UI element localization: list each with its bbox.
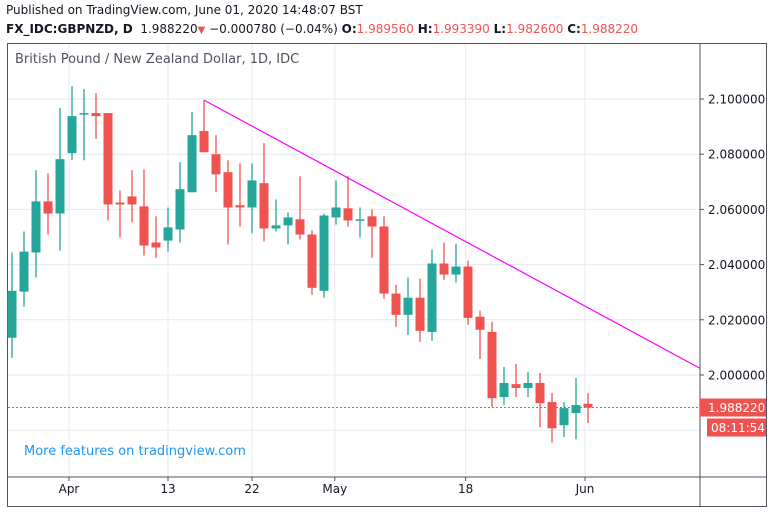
open-label: O: xyxy=(341,22,357,36)
countdown-tag: 08:11:54 xyxy=(711,421,765,435)
candle-up xyxy=(559,408,569,426)
x-tick-label: Apr xyxy=(59,482,80,496)
candle-up xyxy=(283,217,293,226)
close-label: C: xyxy=(567,22,581,36)
candle-up xyxy=(7,290,17,338)
candle-down xyxy=(379,226,389,294)
candle-up xyxy=(19,251,29,292)
candle-up xyxy=(499,383,509,398)
triangle-down-icon: ▼ xyxy=(197,25,206,36)
candle-down xyxy=(259,183,269,229)
candle-down xyxy=(115,202,125,205)
candle-up xyxy=(523,383,533,388)
candle-down xyxy=(199,131,209,153)
candle-down xyxy=(103,113,113,205)
candle-up xyxy=(271,225,281,229)
y-tick-label: 2.040000 xyxy=(708,258,765,272)
published-line: Published on TradingView.com, June 01, 2… xyxy=(6,3,363,17)
chart-legend: British Pound / New Zealand Dollar, 1D, … xyxy=(15,52,300,67)
candle-up xyxy=(571,405,581,414)
candle-down xyxy=(547,402,557,429)
low-label: L: xyxy=(493,22,507,36)
candle-down xyxy=(367,216,377,227)
candle-down xyxy=(343,208,353,221)
open-value: 1.989560 xyxy=(356,22,414,36)
candle-down xyxy=(535,383,545,404)
low-value: 1.982600 xyxy=(506,22,564,36)
high-value: 1.993390 xyxy=(432,22,490,36)
last-price: 1.988220 xyxy=(140,22,198,36)
candle-down xyxy=(439,263,449,275)
candle-down xyxy=(211,154,221,175)
candle-up xyxy=(355,219,365,221)
trendline xyxy=(203,99,700,369)
candle-down xyxy=(463,266,473,318)
y-tick-label: 2.060000 xyxy=(708,203,765,217)
x-tick-label: 22 xyxy=(244,482,259,496)
candle-down xyxy=(295,219,305,235)
candle-down xyxy=(511,384,521,388)
y-tick-label: 2.000000 xyxy=(708,369,765,383)
symbol-info-line: FX_IDC:GBPNZD, D 1.988220▼ −0.000780 (−0… xyxy=(6,22,638,36)
candle-up xyxy=(331,207,341,218)
chart-frame xyxy=(7,43,767,507)
candle-down xyxy=(475,316,485,330)
price-change: −0.000780 (−0.04%) xyxy=(209,22,338,36)
candle-up xyxy=(451,266,461,275)
high-label: H: xyxy=(417,22,433,36)
candle-up xyxy=(175,189,185,230)
candle-up xyxy=(31,201,41,253)
price-tag-bg xyxy=(700,398,766,417)
candle-up xyxy=(247,180,257,208)
tradingview-link[interactable]: More features on tradingview.com xyxy=(24,444,246,459)
symbol-name: FX_IDC:GBPNZD, D xyxy=(6,22,133,36)
candle-up xyxy=(427,263,437,332)
candle-down xyxy=(127,196,137,205)
candle-down xyxy=(235,205,245,208)
x-tick-label: May xyxy=(322,482,347,496)
candle-up xyxy=(67,116,77,154)
candle-up xyxy=(55,159,65,214)
candle-down xyxy=(91,113,101,117)
close-value: 1.988220 xyxy=(580,22,639,36)
candle-up xyxy=(163,227,173,241)
countdown-tag-bg xyxy=(707,418,766,437)
x-tick-label: 18 xyxy=(458,482,473,496)
candle-up xyxy=(319,215,329,291)
candle-down xyxy=(307,234,317,288)
price-tag: 1.988220 xyxy=(708,401,765,415)
candle-down xyxy=(139,206,149,246)
candle-down xyxy=(583,403,593,408)
candle-up xyxy=(403,297,413,315)
candle-down xyxy=(151,242,161,248)
candle-down xyxy=(487,331,497,399)
candle-down xyxy=(415,297,425,331)
candle-down xyxy=(43,201,53,214)
candle-down xyxy=(223,172,233,208)
y-tick-label: 2.080000 xyxy=(708,148,765,162)
candle-up xyxy=(79,113,89,115)
x-tick-label: 13 xyxy=(160,482,175,496)
x-tick-label: Jun xyxy=(575,482,595,496)
y-tick-label: 2.100000 xyxy=(708,93,765,107)
candle-down xyxy=(391,293,401,315)
y-tick-label: 2.020000 xyxy=(708,313,765,327)
candle-up xyxy=(187,135,197,193)
